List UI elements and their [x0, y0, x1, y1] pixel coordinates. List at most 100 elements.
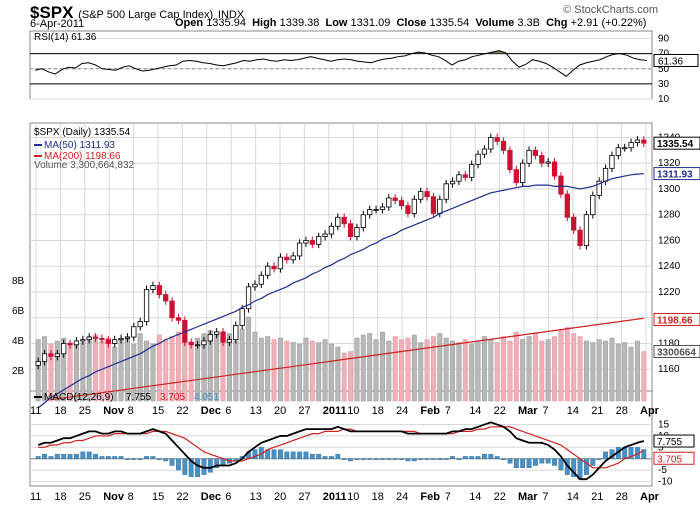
price-x-tick-label: Feb — [420, 405, 440, 417]
macd-histogram-bar — [182, 458, 188, 475]
candle-body — [328, 225, 335, 235]
candle-body — [398, 200, 405, 207]
volume-bar — [628, 346, 634, 402]
macd-x-tick-label: 8 — [128, 491, 134, 503]
macd-histogram-bar — [533, 458, 538, 466]
candle-body — [500, 140, 507, 151]
macd-x-tick-label: 14 — [469, 491, 481, 503]
macd-histogram-bar — [392, 458, 398, 460]
macd-x-tick-label: 18 — [372, 491, 384, 503]
price-y-tick-label: 1300 — [658, 184, 681, 195]
macd-histogram-bar — [195, 458, 200, 478]
macd-x-tick-label: 21 — [591, 491, 603, 503]
macd-histogram-bar — [271, 449, 277, 459]
price-x-tick-label: 14 — [567, 405, 579, 417]
macd-x-tick-label: 6 — [225, 491, 231, 503]
volume-bar — [392, 336, 398, 402]
macd-x-tick-label: 24 — [396, 491, 408, 503]
price-y-tick-label: 1240 — [658, 261, 681, 272]
ma50-last-value-label: 1311.93 — [657, 170, 693, 181]
macd-histogram-bar — [290, 451, 296, 459]
volume-bar — [437, 333, 443, 402]
macd-histogram-bar — [501, 458, 506, 460]
price-x-tick-label: 18 — [54, 405, 66, 417]
volume-bar — [430, 336, 436, 402]
volume-bar — [596, 339, 602, 402]
candle-body — [194, 344, 201, 347]
candle-body — [86, 336, 92, 341]
ma50-line — [37, 172, 644, 409]
price-x-tick-label: 22 — [176, 405, 188, 417]
candle-body — [354, 227, 360, 238]
macd-histogram-bar — [399, 458, 404, 460]
volume-bar — [35, 339, 41, 402]
macd-histogram-bar — [431, 458, 436, 460]
candle-body — [309, 240, 315, 245]
macd-x-tick-label: 20 — [274, 491, 286, 503]
volume-bar — [603, 340, 609, 402]
macd-histogram-bar — [469, 456, 475, 459]
candle-body — [99, 337, 105, 341]
candle-body — [615, 147, 621, 156]
macd-y-tick-label: -5 — [658, 465, 667, 476]
macd-x-tick-label: Mar — [518, 491, 538, 503]
volume-bar — [131, 343, 137, 402]
rsi-y-tick-label: 10 — [658, 94, 670, 105]
candle-body — [583, 214, 590, 247]
volume-last-value-label: 3300664 — [657, 348, 696, 359]
ma200-line — [50, 317, 644, 401]
macd-histogram-bar — [42, 453, 47, 459]
macd-histogram-bar — [539, 458, 545, 464]
macd-histogram-bar — [571, 458, 577, 478]
candle-body — [271, 265, 277, 270]
volume-bar — [475, 340, 481, 402]
index-name: (S&P 500 Large Cap Index) — [78, 9, 214, 21]
volume-bar — [583, 340, 589, 402]
macd-histogram-bar — [462, 456, 468, 459]
volume-label: Volume — [475, 17, 515, 29]
macd-histogram-bar — [335, 453, 341, 459]
candle-body — [373, 209, 379, 211]
volume-bar — [246, 316, 252, 402]
macd-y-tick-label: 15 — [658, 420, 670, 431]
volume-bar — [144, 340, 150, 402]
macd-x-tick-label: 7 — [445, 491, 451, 503]
candle-body — [443, 183, 449, 200]
candle-body — [456, 174, 462, 182]
volume-bar — [226, 333, 232, 402]
high-value: 1339.38 — [279, 17, 320, 29]
volume-bar — [469, 343, 475, 402]
price-x-tick-label: 20 — [274, 405, 286, 417]
macd-legend-value: 7.755 — [126, 392, 151, 403]
macd-histogram-bar — [284, 451, 290, 459]
macd-histogram-bar — [48, 456, 54, 459]
candle-body — [379, 206, 386, 210]
candle-body — [201, 340, 207, 346]
candle-body — [539, 155, 545, 164]
volume-tick-label: 2B — [12, 366, 25, 377]
macd-x-tick-label: 22 — [494, 491, 506, 503]
volume-bar — [622, 342, 628, 402]
macd-histogram-bar — [443, 458, 449, 460]
macd-histogram-bar — [603, 451, 608, 459]
candle-body — [628, 142, 634, 149]
candle-body — [341, 216, 347, 225]
macd-histogram-bar — [278, 449, 283, 459]
macd-histogram-bar — [488, 453, 494, 459]
candle-body — [214, 331, 220, 335]
candle-body — [469, 164, 475, 178]
volume-tick-label: 6B — [12, 306, 25, 317]
macd-histogram-bar — [207, 458, 213, 473]
macd-histogram-bar — [309, 453, 315, 459]
macd-x-tick-label: Feb — [420, 491, 440, 503]
open-label: Open — [175, 17, 204, 29]
macd-x-tick-label: Dec — [201, 491, 221, 503]
price-x-tick-label: 21 — [591, 405, 603, 417]
macd-histogram-bar — [125, 458, 130, 460]
price-last-value-label: 1335.54 — [657, 139, 694, 150]
volume-bar — [450, 340, 456, 402]
close-label: Close — [396, 17, 427, 29]
macd-x-tick-label: 2011 — [323, 491, 347, 503]
candle-body — [303, 240, 309, 244]
price-x-tick-label: 11 — [30, 405, 41, 417]
